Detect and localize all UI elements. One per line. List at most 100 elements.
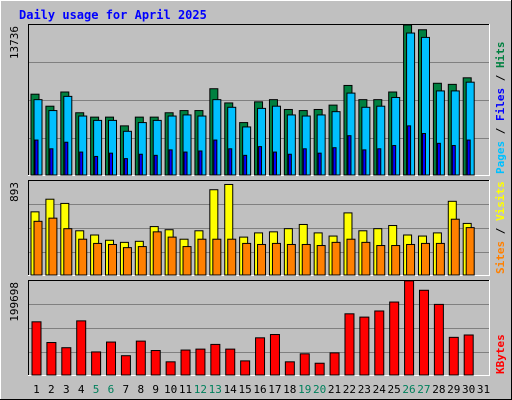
x-label-day-2: 2: [48, 383, 55, 396]
x-label-day-22: 22: [343, 383, 356, 396]
bar-pages-day-26: [407, 125, 412, 176]
bar-sites-day-30: [465, 227, 475, 276]
legend-visits: Visits: [494, 181, 507, 221]
x-label-day-24: 24: [373, 383, 387, 396]
panel-visits-sites: 893 Sites / Visits: [8, 180, 507, 276]
bar-kbytes-day-17: [269, 334, 280, 376]
bar-sites-day-27: [420, 242, 430, 276]
x-label-day-19: 19: [298, 383, 311, 396]
panel-legend: KBytes: [494, 334, 507, 374]
bar-pages-day-29: [451, 145, 456, 176]
bar-kbytes-day-14: [225, 348, 236, 376]
bar-kbytes-day-5: [91, 351, 102, 376]
bar-pages-day-2: [49, 148, 54, 176]
x-label-day-18: 18: [283, 383, 296, 396]
bar-sites-day-15: [242, 242, 252, 276]
bar-pages-day-20: [317, 152, 322, 176]
bar-kbytes-day-26: [404, 280, 415, 376]
bar-sites-day-1: [33, 220, 43, 276]
bar-sites-day-10: [167, 236, 177, 276]
bar-pages-day-28: [436, 142, 441, 176]
bar-sites-day-26: [406, 243, 416, 276]
x-label-day-5: 5: [93, 383, 100, 396]
y-max-label: 13736: [8, 26, 21, 59]
bar-sites-day-18: [286, 243, 296, 276]
legend-separator: /: [494, 68, 507, 88]
x-label-day-16: 16: [253, 383, 266, 396]
bar-pages-day-24: [377, 148, 382, 176]
bar-pages-day-5: [94, 155, 99, 176]
x-label-day-8: 8: [137, 383, 144, 396]
legend-pages: Pages: [494, 141, 507, 174]
bar-kbytes-day-20: [314, 362, 325, 376]
x-label-day-23: 23: [358, 383, 371, 396]
bar-pages-day-11: [183, 151, 188, 176]
bar-kbytes-day-15: [240, 360, 251, 376]
bar-kbytes-day-21: [329, 352, 340, 376]
bar-pages-day-8: [138, 153, 143, 176]
bar-sites-day-5: [93, 242, 103, 276]
bar-kbytes-day-9: [150, 350, 161, 376]
x-label-day-27: 27: [417, 383, 430, 396]
bar-kbytes-day-16: [255, 337, 266, 376]
bar-pages-day-25: [392, 145, 397, 176]
bar-kbytes-day-29: [448, 336, 459, 376]
panel-kbytes: 199698 KBytes: [8, 280, 507, 376]
bar-kbytes-day-27: [418, 289, 429, 376]
bar-kbytes-day-2: [46, 342, 57, 376]
x-label-day-4: 4: [78, 383, 85, 396]
bar-kbytes-day-6: [106, 341, 117, 376]
bar-pages-day-6: [109, 152, 114, 176]
bar-pages-day-12: [198, 150, 203, 176]
bar-pages-day-3: [64, 141, 69, 176]
chart-panels: 13736 Pages / Files / Hits 893 Sites / Visi…: [8, 24, 507, 376]
bar-pages-day-15: [243, 154, 248, 176]
bar-kbytes-day-8: [135, 340, 146, 376]
bar-kbytes-day-11: [180, 349, 191, 376]
bar-sites-day-29: [450, 218, 460, 276]
panel-legend: Sites / Visits: [494, 181, 507, 274]
bar-sites-day-3: [63, 228, 73, 276]
bar-sites-day-11: [182, 246, 192, 276]
bar-kbytes-day-7: [120, 355, 131, 376]
bar-pages-day-21: [332, 147, 337, 176]
x-label-day-9: 9: [152, 383, 159, 396]
x-label-day-7: 7: [123, 383, 130, 396]
bar-sites-day-6: [108, 243, 118, 276]
bar-pages-day-23: [362, 149, 367, 176]
bars-visits-sites: [30, 183, 475, 276]
bar-sites-day-23: [361, 241, 371, 276]
bars-kbytes: [31, 280, 474, 376]
bar-sites-day-25: [391, 245, 401, 276]
bar-pages-day-30: [466, 139, 471, 176]
bar-sites-day-19: [301, 243, 311, 276]
panel-hits-files-pages: 13736 Pages / Files / Hits: [8, 24, 507, 176]
bar-kbytes-day-23: [359, 316, 370, 376]
bar-sites-day-16: [257, 243, 267, 276]
bar-pages-day-17: [272, 151, 277, 176]
bar-pages-day-18: [287, 153, 292, 176]
bar-kbytes-day-30: [463, 334, 474, 376]
bar-sites-day-14: [227, 238, 237, 276]
bar-pages-day-4: [79, 151, 84, 176]
y-max-label: 199698: [8, 282, 21, 322]
x-label-day-15: 15: [238, 383, 251, 396]
x-label-day-13: 13: [209, 383, 222, 396]
legend-files: Files: [494, 88, 507, 121]
bar-kbytes-day-1: [31, 321, 42, 376]
x-label-day-11: 11: [179, 383, 192, 396]
bar-pages-day-27: [421, 133, 426, 176]
x-label-day-10: 10: [164, 383, 177, 396]
x-label-day-21: 21: [328, 383, 341, 396]
bar-sites-day-12: [197, 238, 207, 276]
bar-sites-day-28: [435, 242, 445, 276]
x-label-day-14: 14: [224, 383, 238, 396]
bar-kbytes-day-4: [76, 320, 87, 376]
bar-sites-day-8: [137, 246, 147, 276]
x-label-day-30: 30: [462, 383, 475, 396]
bar-kbytes-day-12: [195, 348, 206, 376]
bar-pages-day-16: [258, 146, 263, 176]
bar-pages-day-10: [168, 149, 173, 176]
legend-hits: Hits: [494, 42, 507, 69]
